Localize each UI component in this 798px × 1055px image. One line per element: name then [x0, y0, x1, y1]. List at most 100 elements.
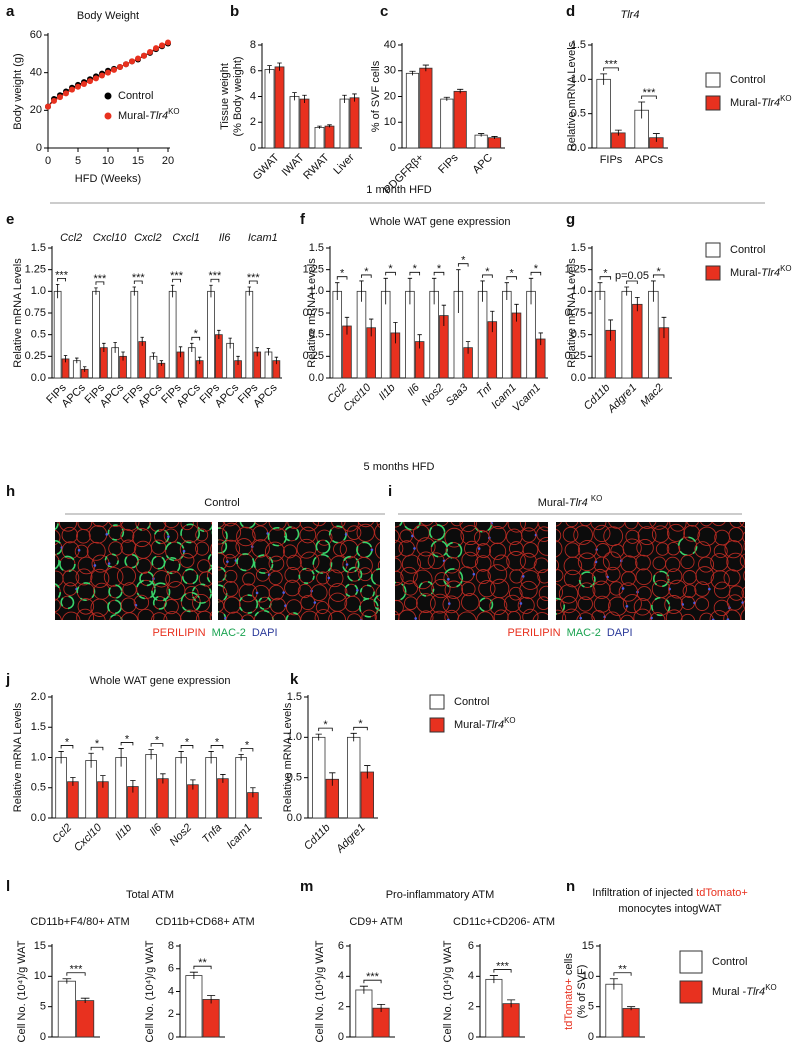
bar [168, 290, 177, 379]
significance-bracket [60, 745, 74, 749]
significance-label: *** [93, 273, 107, 285]
significance-bracket [90, 746, 104, 751]
error-bar [528, 277, 534, 305]
mac2-stain [430, 540, 448, 558]
adipocyte [195, 610, 212, 620]
x-tick-label: FIPs [600, 154, 623, 166]
adipocyte [300, 610, 319, 620]
dapi-dot [521, 575, 525, 578]
legend-swatch [429, 694, 445, 710]
image-caption: DAPI [252, 627, 278, 639]
mac2-stain [180, 591, 202, 613]
adipocyte [457, 611, 477, 620]
legend-swatch [679, 980, 703, 1004]
legend-swatch [705, 95, 721, 111]
error-bar [627, 1006, 636, 1011]
adipocyte [395, 522, 403, 528]
adipocyte [339, 539, 359, 559]
data-point [147, 48, 153, 55]
error-bar [393, 322, 398, 344]
mac2-stain [651, 596, 671, 617]
error-bar [118, 748, 124, 767]
error-bar [342, 94, 347, 103]
y-tick-label: 8 [168, 940, 174, 952]
adipocyte [593, 524, 611, 543]
data-point [117, 64, 123, 71]
y-tick-label: 0.5 [31, 329, 46, 341]
adipocyte [682, 584, 697, 599]
adipocyte [694, 541, 711, 558]
adipocyte [695, 566, 715, 585]
dapi-dot [167, 535, 170, 538]
mac2-stain [218, 566, 227, 583]
adipocyte [633, 598, 652, 616]
chart-title: Infiltration of injected tdTomato+ [592, 887, 748, 899]
data-point [159, 42, 165, 49]
group-label: Il6 [219, 232, 232, 244]
legend-marker [104, 92, 112, 100]
adipocyte [355, 556, 373, 575]
significance-bracket [193, 965, 212, 970]
y-tick-label: 1.5 [31, 242, 46, 254]
error-bar [55, 284, 60, 299]
adipocyte [476, 611, 494, 620]
y-tick-label: 0.5 [309, 329, 324, 341]
y-axis-label: Tissue weight [219, 63, 231, 130]
y-tick-label: 5 [40, 1001, 46, 1013]
y-tick-label: 60 [30, 29, 42, 41]
bar [100, 347, 108, 379]
significance-bracket [626, 280, 638, 284]
adipocyte [223, 596, 241, 614]
mac2-stain [236, 553, 255, 572]
significance-bracket [180, 745, 194, 749]
adipocyte [299, 522, 320, 532]
significance-bracket [530, 271, 542, 276]
adipocyte [622, 594, 642, 614]
error-bar [63, 355, 68, 363]
adipocyte [636, 539, 654, 557]
error-bar [228, 337, 232, 349]
significance-label: *** [605, 59, 619, 71]
error-bar [490, 310, 495, 333]
error-bar [58, 751, 64, 764]
chart-title: monocytes intogWAT [618, 903, 722, 915]
significance-label: * [95, 738, 100, 750]
significance-bracket [363, 979, 382, 984]
adipocyte [459, 522, 477, 533]
adipocyte [442, 595, 461, 614]
mac2-stain [342, 555, 360, 574]
significance-label: * [388, 263, 393, 275]
bar [605, 983, 623, 1038]
x-tick-label: 5 [75, 155, 81, 167]
adipocyte [395, 599, 404, 616]
adipocyte [242, 572, 256, 586]
significance-label: * [340, 268, 345, 280]
mac2-stain [370, 568, 380, 587]
adipocyte [395, 557, 402, 572]
dapi-dot [313, 601, 317, 604]
adipocyte [522, 608, 539, 620]
adipocyte [700, 522, 713, 527]
y-tick-label: 0.0 [31, 812, 46, 824]
adipocyte [478, 580, 496, 598]
adipocyte [743, 599, 745, 610]
data-point [69, 86, 75, 93]
data-point [63, 90, 69, 97]
adipocyte [251, 539, 270, 558]
error-bar [190, 779, 196, 790]
adipocyte [325, 569, 344, 588]
y-tick-label: 0.0 [571, 142, 586, 154]
mac2-stain [478, 597, 494, 613]
adipocyte [347, 613, 362, 620]
adipocyte [198, 571, 212, 587]
mac2-stain [60, 595, 75, 610]
error-bar [140, 336, 144, 346]
bar [299, 98, 310, 149]
dapi-dot [621, 587, 625, 590]
data-point [129, 58, 135, 65]
adipocyte [665, 556, 681, 572]
adipocyte [88, 612, 106, 620]
adipocyte [312, 522, 326, 527]
error-bar [292, 92, 297, 101]
mac2-stain [152, 595, 167, 610]
